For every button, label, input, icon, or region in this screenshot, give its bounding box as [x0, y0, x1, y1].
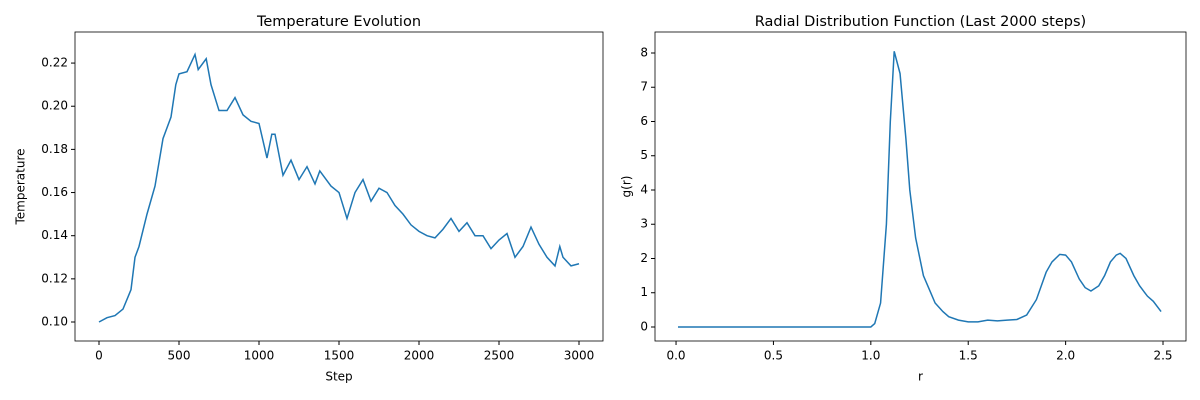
x-tick-label: 3000	[564, 349, 595, 363]
x-tick-label: 1500	[324, 349, 355, 363]
y-axis-label: Temperature	[14, 148, 28, 225]
y-tick-label: 8	[640, 45, 648, 59]
y-tick-label: 0.20	[41, 99, 68, 113]
x-tick-label: 1.0	[861, 349, 880, 363]
x-tick-label: 0.0	[666, 349, 685, 363]
chart-title: Temperature Evolution	[256, 14, 421, 30]
y-tick-label: 4	[640, 182, 648, 196]
y-tick-label: 1	[640, 285, 648, 299]
x-tick-label: 2500	[484, 349, 515, 363]
y-tick-label: 0.10	[41, 315, 68, 329]
y-tick-label: 0.22	[41, 56, 68, 70]
data-line	[677, 51, 1162, 328]
x-tick-label: 2000	[404, 349, 435, 363]
x-tick-label: 1.5	[959, 349, 978, 363]
plot-frame	[74, 31, 604, 342]
y-tick-label: 7	[640, 80, 648, 94]
y-tick-label: 3	[640, 217, 648, 231]
y-tick-label: 6	[640, 114, 648, 128]
x-axis-label: Step	[325, 370, 352, 384]
chart-title: Radial Distribution Function (Last 2000 …	[755, 14, 1086, 30]
data-line	[98, 52, 580, 323]
y-tick-label: 0.18	[41, 142, 68, 156]
y-tick-label: 0	[640, 319, 648, 333]
x-tick-label: 1000	[244, 349, 275, 363]
plot-frame	[654, 31, 1187, 342]
x-tick-label: 2.0	[1056, 349, 1075, 363]
y-tick-label: 2	[640, 251, 648, 265]
y-tick-label: 0.12	[41, 271, 68, 285]
x-tick-label: 2.5	[1153, 349, 1172, 363]
y-tick-label: 0.16	[41, 185, 68, 199]
x-axis-label: r	[918, 370, 923, 384]
x-tick-label: 0	[95, 349, 103, 363]
x-tick-label: 0.5	[764, 349, 783, 363]
y-tick-label: 0.14	[41, 228, 68, 242]
y-axis-label: g(r)	[620, 176, 634, 198]
x-tick-label: 500	[168, 349, 191, 363]
y-tick-label: 5	[640, 148, 648, 162]
